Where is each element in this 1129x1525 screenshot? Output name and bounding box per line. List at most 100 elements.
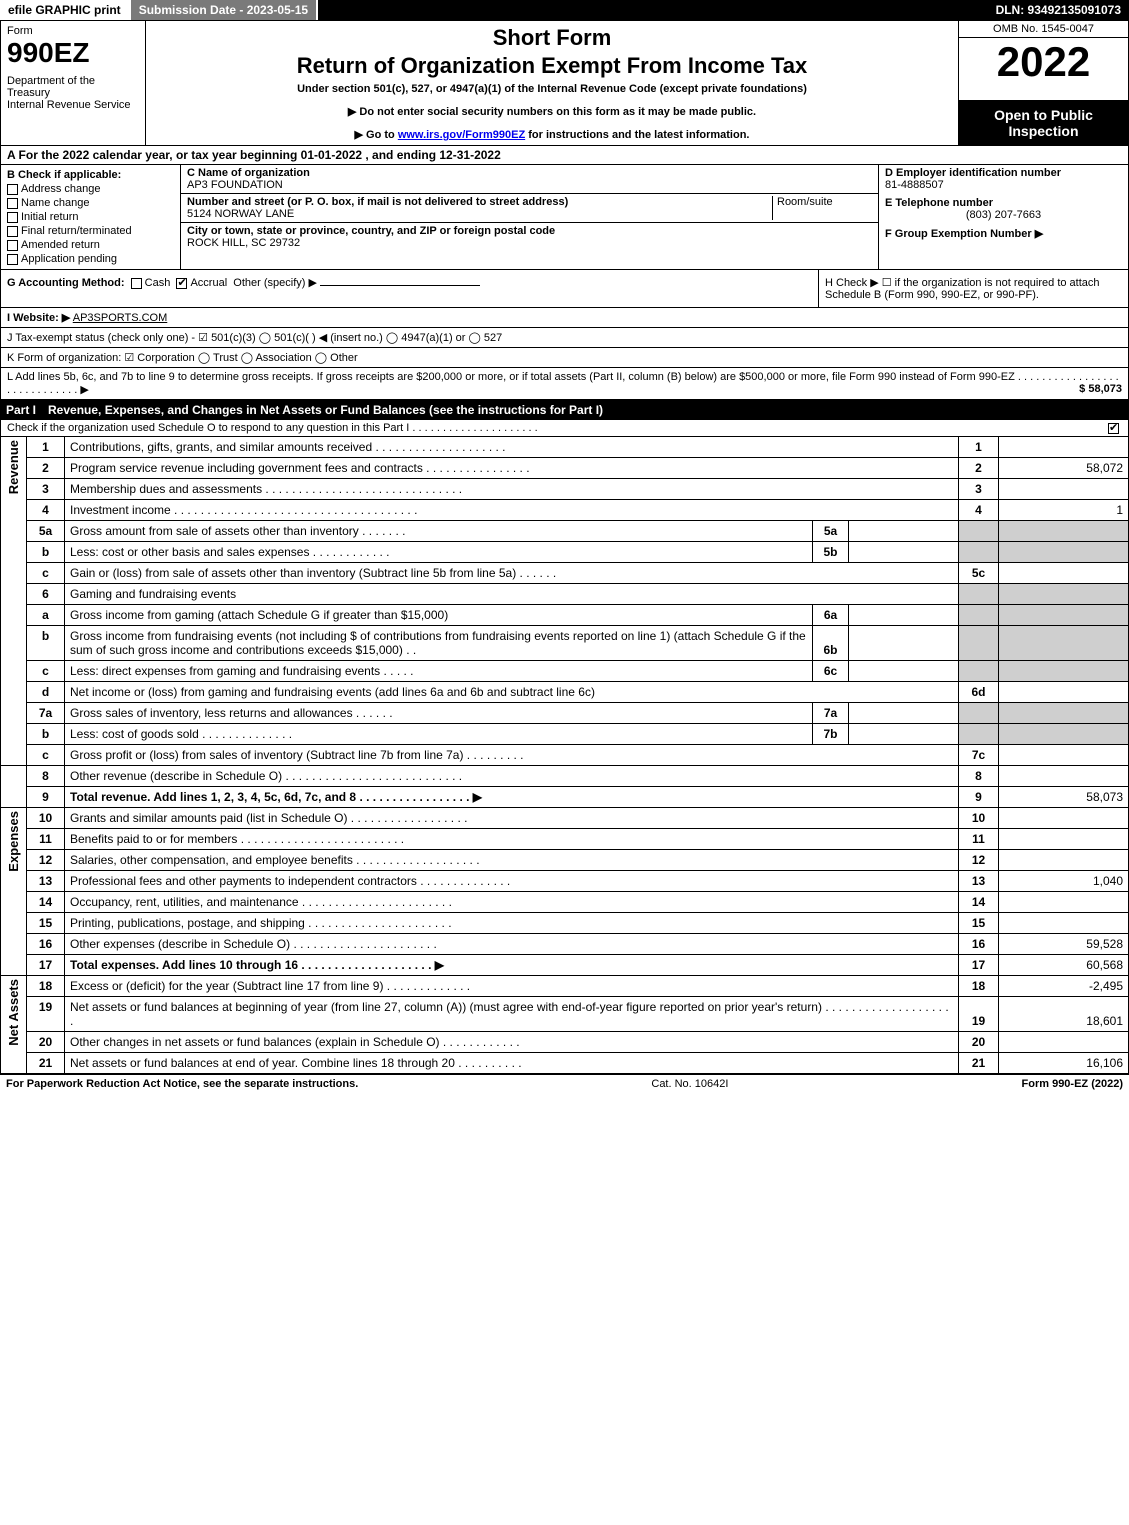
row-h: H Check ▶ ☐ if the organization is not r…	[818, 270, 1128, 307]
note-ssn: ▶ Do not enter social security numbers o…	[152, 105, 952, 118]
tel-value: (803) 207-7663	[885, 209, 1122, 221]
part1-sub-text: Check if the organization used Schedule …	[7, 422, 538, 434]
part1-num: Part I	[6, 403, 48, 417]
l-amount: $ 58,073	[1079, 383, 1122, 395]
note-link: ▶ Go to www.irs.gov/Form990EZ for instru…	[152, 128, 952, 141]
website-link[interactable]: AP3SPORTS.COM	[73, 312, 168, 324]
efile-label[interactable]: efile GRAPHIC print	[0, 0, 131, 20]
footer-left: For Paperwork Reduction Act Notice, see …	[6, 1078, 358, 1090]
line-12-amt	[999, 850, 1129, 871]
row-j: J Tax-exempt status (check only one) - ☑…	[0, 328, 1129, 348]
line-4-no: 4	[27, 500, 65, 521]
line-9-amt: 58,073	[999, 787, 1129, 808]
line-14-amt	[999, 892, 1129, 913]
line-6b-desc: Gross income from fundraising events (no…	[65, 626, 813, 661]
chk-accrual[interactable]	[176, 278, 187, 289]
form-header: Form 990EZ Department of the Treasury In…	[0, 20, 1129, 146]
chk-initial-return[interactable]: Initial return	[7, 211, 174, 223]
section-d: D Employer identification number 81-4888…	[878, 165, 1128, 269]
line-6b-val	[849, 626, 959, 661]
submission-date: Submission Date - 2023-05-15	[131, 0, 318, 20]
return-title: Return of Organization Exempt From Incom…	[152, 53, 952, 79]
line-7c-desc: Gross profit or (loss) from sales of inv…	[65, 745, 959, 766]
line-7a-no: 7a	[27, 703, 65, 724]
line-8-amt	[999, 766, 1129, 787]
line-4-desc: Investment income . . . . . . . . . . . …	[65, 500, 959, 521]
line-8-num: 8	[959, 766, 999, 787]
line-7b-sub: 7b	[813, 724, 849, 745]
line-18-num: 18	[959, 976, 999, 997]
line-6d-desc: Net income or (loss) from gaming and fun…	[65, 682, 959, 703]
department-label: Department of the Treasury Internal Reve…	[7, 75, 139, 111]
line-13-amt: 1,040	[999, 871, 1129, 892]
line-19-desc: Net assets or fund balances at beginning…	[65, 997, 959, 1032]
header-left: Form 990EZ Department of the Treasury In…	[1, 21, 146, 145]
ein-value: 81-4888507	[885, 179, 944, 191]
line-6c-val	[849, 661, 959, 682]
line-3-num: 3	[959, 479, 999, 500]
c-name-label: C Name of organization	[187, 167, 310, 179]
line-6a-sub: 6a	[813, 605, 849, 626]
chk-name-change[interactable]: Name change	[7, 197, 174, 209]
line-21-amt: 16,106	[999, 1053, 1129, 1074]
line-6a-no: a	[27, 605, 65, 626]
line-7a-desc: Gross sales of inventory, less returns a…	[65, 703, 813, 724]
line-13-no: 13	[27, 871, 65, 892]
line-2-no: 2	[27, 458, 65, 479]
line-15-no: 15	[27, 913, 65, 934]
line-10-amt	[999, 808, 1129, 829]
note2-post: for instructions and the latest informat…	[525, 129, 749, 141]
chk-final-return[interactable]: Final return/terminated	[7, 225, 174, 237]
line-6a-desc: Gross income from gaming (attach Schedul…	[65, 605, 813, 626]
line-3-no: 3	[27, 479, 65, 500]
line-5c-no: c	[27, 563, 65, 584]
line-5b-no: b	[27, 542, 65, 563]
line-16-num: 16	[959, 934, 999, 955]
line-12-no: 12	[27, 850, 65, 871]
chk-application-pending[interactable]: Application pending	[7, 253, 174, 265]
line-1-desc: Contributions, gifts, grants, and simila…	[65, 437, 959, 458]
org-name: AP3 FOUNDATION	[187, 179, 283, 191]
line-11-desc: Benefits paid to or for members . . . . …	[65, 829, 959, 850]
line-13-num: 13	[959, 871, 999, 892]
form-word: Form	[7, 25, 139, 37]
g-label: G Accounting Method:	[7, 277, 125, 289]
note2-pre: ▶ Go to	[355, 129, 398, 141]
row-l: L Add lines 5b, 6c, and 7b to line 9 to …	[0, 368, 1129, 400]
chk-address-change[interactable]: Address change	[7, 183, 174, 195]
topbar: efile GRAPHIC print Submission Date - 20…	[0, 0, 1129, 20]
omb-number: OMB No. 1545-0047	[959, 21, 1128, 38]
footer-cat: Cat. No. 10642I	[651, 1078, 728, 1090]
line-3-desc: Membership dues and assessments . . . . …	[65, 479, 959, 500]
lines-table: Revenue 1 Contributions, gifts, grants, …	[0, 437, 1129, 1074]
line-9-desc: Total revenue. Add lines 1, 2, 3, 4, 5c,…	[65, 787, 959, 808]
line-5b-desc: Less: cost or other basis and sales expe…	[65, 542, 813, 563]
line-14-no: 14	[27, 892, 65, 913]
line-17-num: 17	[959, 955, 999, 976]
line-5a-sub: 5a	[813, 521, 849, 542]
line-7c-amt	[999, 745, 1129, 766]
chk-schedule-o[interactable]	[1108, 423, 1119, 434]
line-15-desc: Printing, publications, postage, and shi…	[65, 913, 959, 934]
short-form-title: Short Form	[152, 25, 952, 51]
tax-year: 2022	[959, 38, 1128, 101]
d-ein-label: D Employer identification number	[885, 167, 1061, 179]
line-14-num: 14	[959, 892, 999, 913]
line-2-num: 2	[959, 458, 999, 479]
footer-form: Form 990-EZ (2022)	[1022, 1078, 1123, 1090]
row-a: A For the 2022 calendar year, or tax yea…	[0, 146, 1129, 165]
chk-cash[interactable]	[131, 278, 142, 289]
revenue-label: Revenue	[6, 440, 21, 494]
row-gh: G Accounting Method: Cash Accrual Other …	[0, 270, 1129, 308]
chk-amended-return[interactable]: Amended return	[7, 239, 174, 251]
line-9-no: 9	[27, 787, 65, 808]
line-4-num: 4	[959, 500, 999, 521]
line-2-amt: 58,072	[999, 458, 1129, 479]
line-20-no: 20	[27, 1032, 65, 1053]
line-6d-num: 6d	[959, 682, 999, 703]
irs-link[interactable]: www.irs.gov/Form990EZ	[398, 129, 525, 141]
line-19-num: 19	[959, 997, 999, 1032]
line-17-no: 17	[27, 955, 65, 976]
line-6b-no: b	[27, 626, 65, 661]
line-1-num: 1	[959, 437, 999, 458]
